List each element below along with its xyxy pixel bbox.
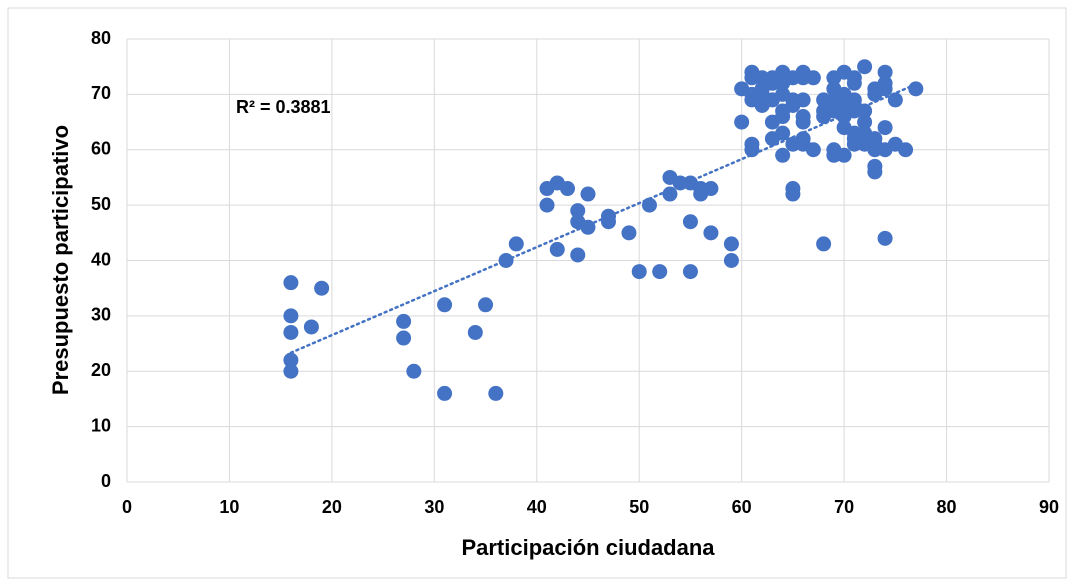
trendline [289,83,918,354]
y-tick-label: 70 [91,83,111,103]
point [908,81,924,97]
point [775,147,791,163]
point [785,186,801,202]
point [816,236,832,252]
point [857,114,873,130]
point [283,324,299,340]
x-tick-label: 0 [122,497,132,517]
x-tick-label: 10 [219,497,239,517]
point [775,125,791,141]
point [703,225,719,241]
point [580,219,596,235]
point [775,109,791,125]
x-tick-label: 80 [937,497,957,517]
point [467,324,483,340]
x-tick-label: 40 [527,497,547,517]
x-tick-label: 60 [732,497,752,517]
point [662,186,678,202]
point [600,214,616,230]
point [723,236,739,252]
y-tick-label: 50 [91,194,111,214]
point [877,81,893,97]
point [406,363,422,379]
point [805,142,821,158]
point [283,275,299,291]
y-tick-label: 30 [91,305,111,325]
point [549,241,565,257]
point [478,297,494,313]
point [805,70,821,86]
point [437,385,453,401]
y-tick-label: 10 [91,415,111,435]
point [396,330,412,346]
point [857,59,873,75]
marks [283,59,924,401]
point [744,142,760,158]
y-axis-title: Presupuesto participativo [48,125,73,395]
point [539,197,555,213]
point [621,225,637,241]
point [795,114,811,130]
point [437,297,453,313]
point [283,352,299,368]
point [560,181,576,197]
point [682,264,698,280]
point [488,385,504,401]
y-tick-label: 20 [91,360,111,380]
point [877,120,893,136]
point [877,64,893,80]
point [508,236,524,252]
point [898,142,914,158]
point [570,203,586,219]
annotation: R² = 0.3881 [236,97,331,117]
point [314,280,330,296]
y-tick-label: 40 [91,249,111,269]
point [652,264,668,280]
point [682,214,698,230]
x-tick-label: 90 [1039,497,1059,517]
point [580,186,596,202]
point [836,147,852,163]
x-tick-label: 30 [424,497,444,517]
x-tick-label: 20 [322,497,342,517]
x-tick-label: 50 [629,497,649,517]
x-tick-label: 70 [834,497,854,517]
point [631,264,647,280]
point [570,247,586,263]
point [283,363,299,379]
point [283,308,299,324]
point [734,114,750,130]
grid: 0 10 20 30 40 50 60 70 80 0 10 20 30 40 50 60 70 80 90 [91,28,1059,517]
point [723,253,739,268]
point [867,164,883,180]
point [846,75,862,91]
point [703,181,719,197]
y-tick-label: 60 [91,139,111,159]
point [887,92,903,108]
point [877,230,893,246]
point [795,92,811,108]
y-tick-label: 0 [101,471,111,491]
point [396,313,412,329]
x-axis-title: Participación ciudadana [461,535,715,560]
point [303,319,319,335]
y-tick-label: 80 [91,28,111,48]
